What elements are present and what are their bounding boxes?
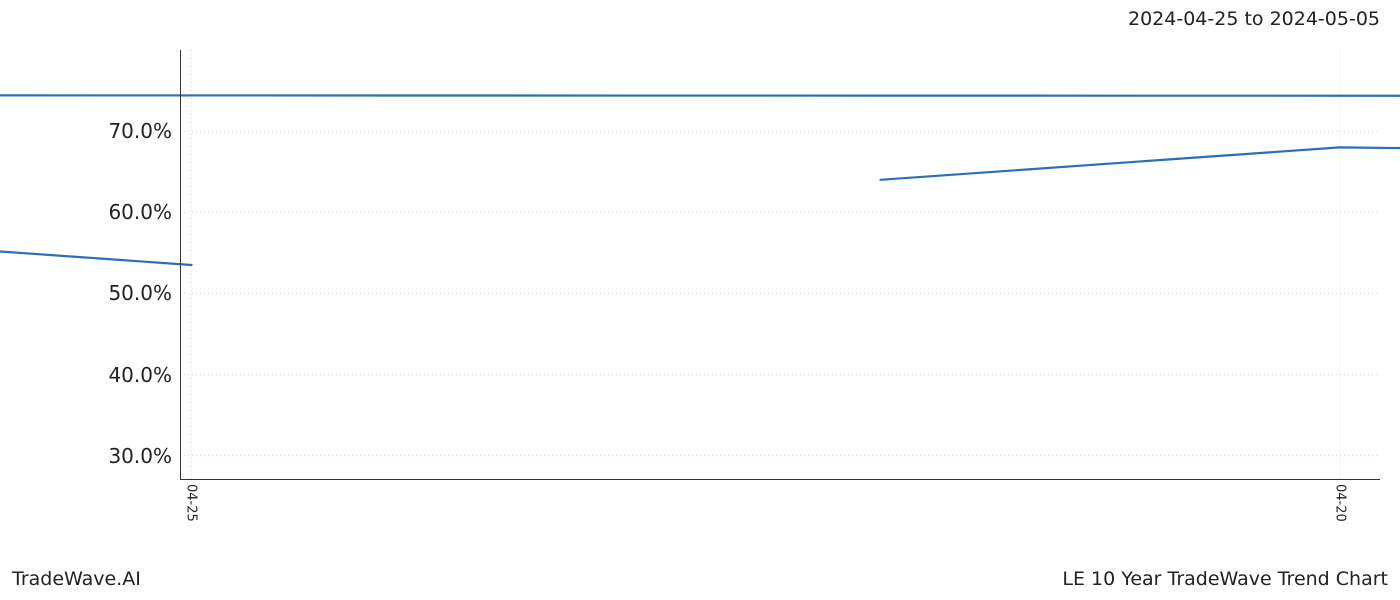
chart-title: LE 10 Year TradeWave Trend Chart xyxy=(1062,568,1388,590)
y-tick-label: 30.0% xyxy=(72,444,172,468)
brand-label: TradeWave.AI xyxy=(12,568,141,590)
y-tick-label: 60.0% xyxy=(72,200,172,224)
x-tick-label: 04-20 xyxy=(1332,484,1347,522)
y-tick-label: 70.0% xyxy=(72,119,172,143)
x-tick-label: 04-25 xyxy=(184,484,199,522)
date-range-label: 2024-04-25 to 2024-05-05 xyxy=(1128,8,1380,30)
plot-frame xyxy=(180,50,1380,480)
y-tick-label: 40.0% xyxy=(72,363,172,387)
y-tick-label: 50.0% xyxy=(72,281,172,305)
